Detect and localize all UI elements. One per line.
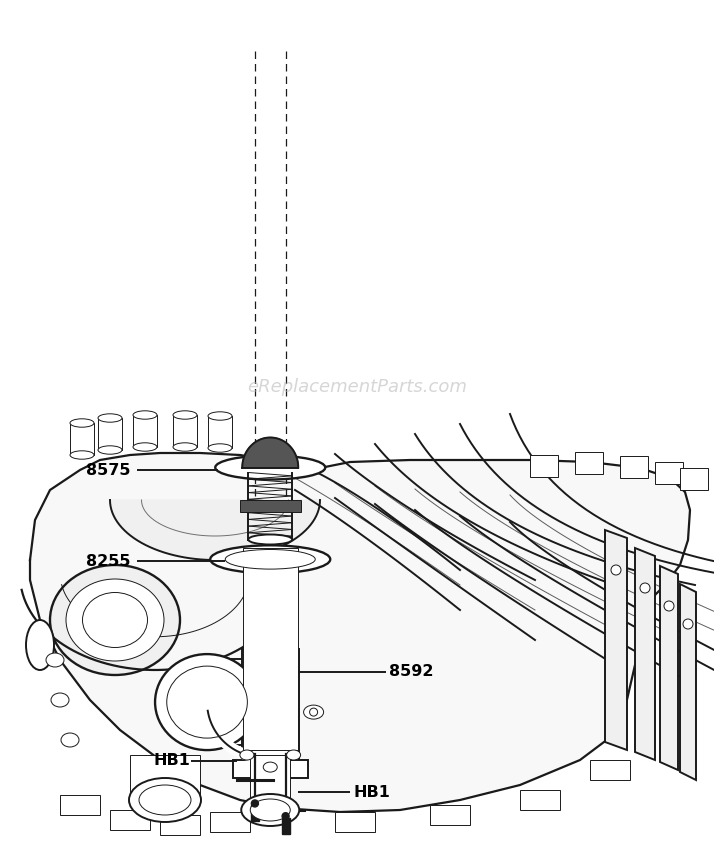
Ellipse shape: [98, 414, 122, 422]
Polygon shape: [680, 468, 708, 490]
Ellipse shape: [98, 445, 122, 454]
Polygon shape: [605, 530, 627, 750]
Polygon shape: [530, 455, 558, 477]
Ellipse shape: [208, 411, 232, 420]
Polygon shape: [281, 819, 290, 834]
Ellipse shape: [250, 799, 291, 821]
Ellipse shape: [70, 419, 94, 428]
Ellipse shape: [155, 654, 259, 750]
Text: HB1: HB1: [353, 785, 391, 800]
Ellipse shape: [286, 750, 301, 760]
Ellipse shape: [133, 411, 157, 419]
Ellipse shape: [26, 620, 54, 670]
Polygon shape: [208, 416, 232, 448]
Ellipse shape: [208, 444, 232, 452]
Circle shape: [611, 565, 621, 575]
Circle shape: [664, 601, 674, 611]
Ellipse shape: [210, 546, 331, 573]
Ellipse shape: [133, 443, 157, 451]
Polygon shape: [210, 812, 250, 832]
Circle shape: [310, 708, 318, 716]
Polygon shape: [30, 453, 690, 812]
Polygon shape: [133, 415, 157, 447]
Polygon shape: [242, 649, 298, 765]
Text: 8575: 8575: [86, 462, 130, 478]
Polygon shape: [430, 805, 470, 825]
Ellipse shape: [248, 535, 292, 545]
Polygon shape: [590, 760, 630, 780]
Polygon shape: [160, 815, 200, 835]
Ellipse shape: [129, 778, 201, 822]
Polygon shape: [660, 566, 678, 770]
Circle shape: [251, 800, 258, 807]
Ellipse shape: [241, 794, 299, 826]
Polygon shape: [655, 462, 683, 484]
Polygon shape: [243, 547, 298, 750]
Polygon shape: [635, 548, 655, 760]
Polygon shape: [520, 790, 560, 810]
Ellipse shape: [70, 450, 94, 459]
Polygon shape: [110, 500, 320, 560]
Polygon shape: [242, 438, 298, 468]
Ellipse shape: [173, 443, 197, 451]
Polygon shape: [130, 755, 200, 800]
Ellipse shape: [303, 706, 323, 719]
Ellipse shape: [61, 733, 79, 747]
Circle shape: [683, 619, 693, 629]
Polygon shape: [575, 452, 603, 474]
Ellipse shape: [66, 579, 164, 661]
Text: 8592: 8592: [389, 664, 433, 679]
Circle shape: [640, 583, 650, 593]
Ellipse shape: [83, 592, 148, 648]
Polygon shape: [250, 755, 291, 808]
Ellipse shape: [139, 785, 191, 815]
Text: HB1: HB1: [154, 753, 191, 768]
Ellipse shape: [225, 549, 316, 570]
Polygon shape: [233, 760, 308, 778]
Ellipse shape: [215, 456, 326, 479]
Polygon shape: [335, 812, 375, 832]
Ellipse shape: [167, 666, 247, 738]
Polygon shape: [680, 584, 696, 780]
Ellipse shape: [46, 653, 64, 667]
Text: 8255: 8255: [86, 553, 130, 569]
Ellipse shape: [51, 693, 69, 707]
Ellipse shape: [50, 565, 180, 675]
Polygon shape: [251, 806, 259, 821]
Ellipse shape: [240, 750, 254, 760]
Ellipse shape: [173, 411, 197, 419]
Circle shape: [282, 813, 289, 819]
Polygon shape: [98, 418, 122, 450]
Polygon shape: [240, 500, 301, 512]
Polygon shape: [173, 415, 197, 447]
Text: eReplacementParts.com: eReplacementParts.com: [247, 377, 467, 396]
Ellipse shape: [263, 762, 277, 772]
Polygon shape: [70, 423, 94, 455]
Polygon shape: [110, 810, 150, 830]
Polygon shape: [620, 456, 648, 478]
Polygon shape: [60, 795, 100, 815]
